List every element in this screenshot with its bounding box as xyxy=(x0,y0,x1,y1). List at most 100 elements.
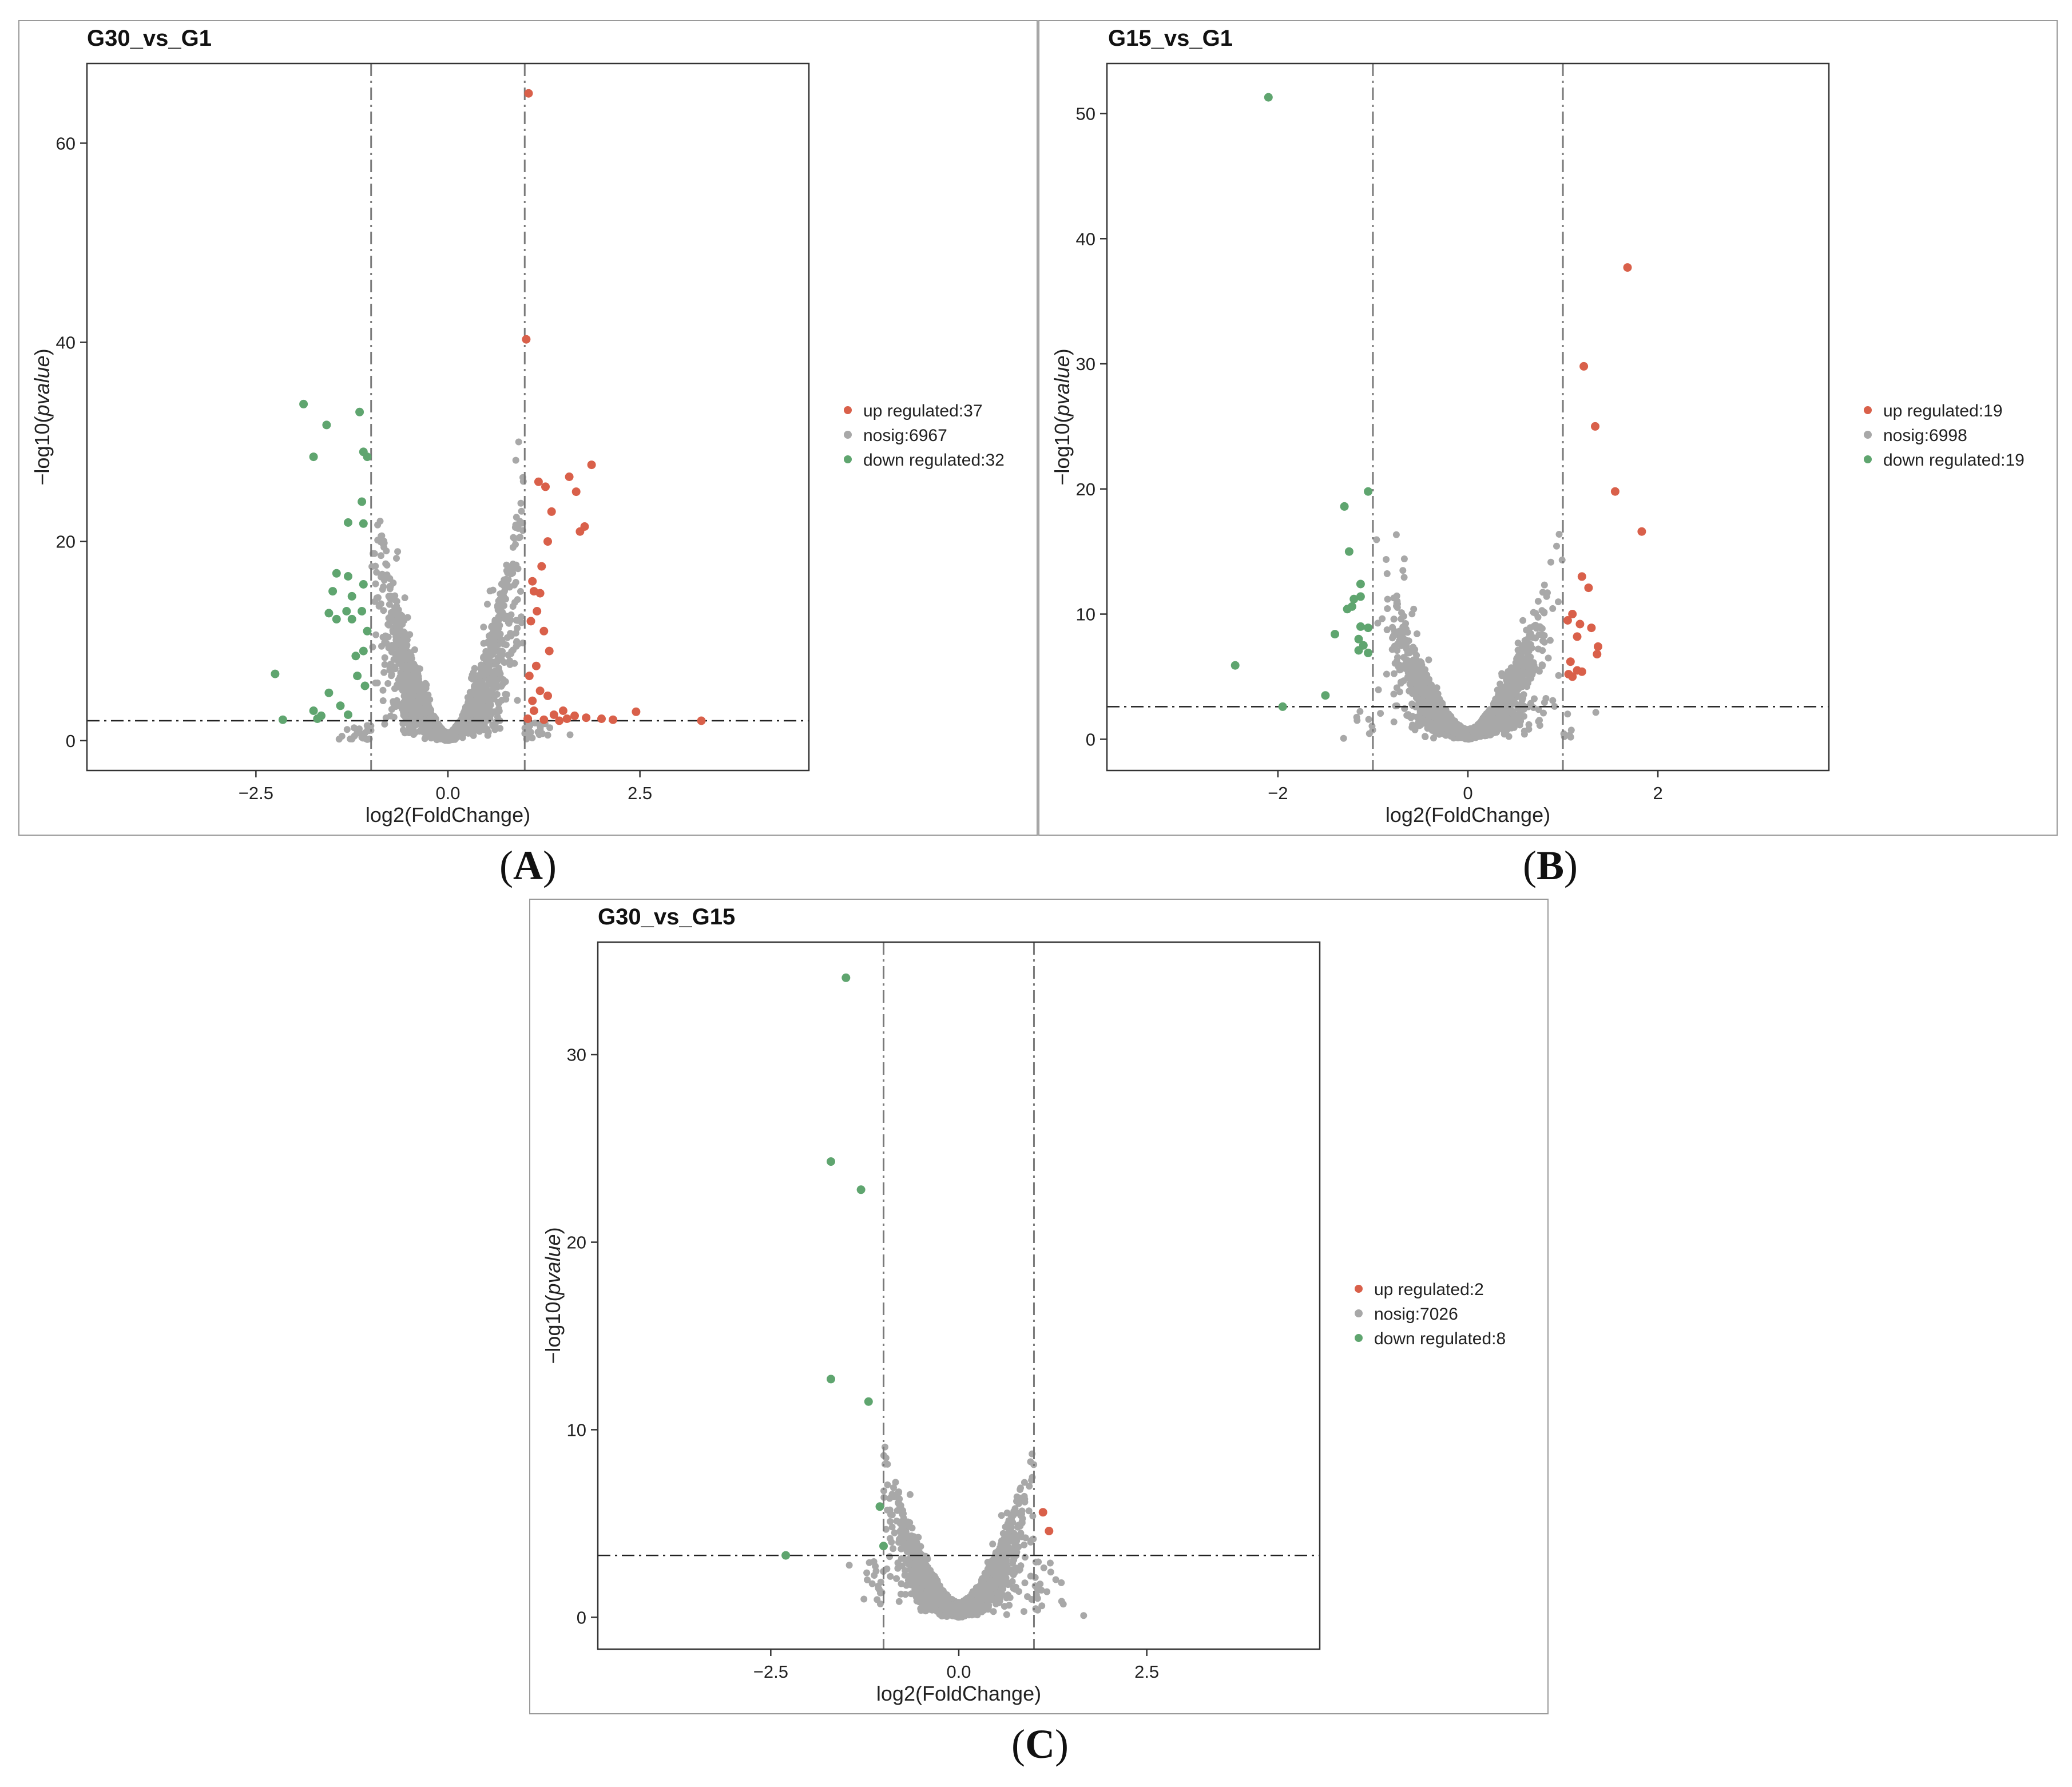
down-regulated-point xyxy=(336,701,345,710)
y-tick-label: 20 xyxy=(56,532,76,552)
nosig-point xyxy=(388,648,395,656)
nosig-point xyxy=(432,721,439,728)
nosig-point xyxy=(439,734,447,742)
up-regulated-point xyxy=(528,696,537,705)
nosig-point xyxy=(364,722,371,729)
nosig-point xyxy=(1553,542,1560,550)
nosig-point xyxy=(1414,630,1420,637)
nosig-point xyxy=(476,725,483,733)
down-regulated-point xyxy=(360,681,370,690)
nosig-point xyxy=(514,697,521,704)
nosig-point xyxy=(480,684,487,691)
up-regulated-point xyxy=(549,710,558,719)
up-regulated-point xyxy=(524,89,533,98)
down-regulated-point xyxy=(332,614,341,624)
nosig-point xyxy=(518,507,525,515)
nosig-point xyxy=(378,642,385,650)
nosig-point xyxy=(470,732,477,739)
nosig-point xyxy=(465,706,473,714)
nosig-point xyxy=(1407,714,1415,721)
nosig-point xyxy=(383,547,390,555)
up-regulated-point xyxy=(523,714,533,723)
nosig-point xyxy=(382,560,390,567)
nosig-point xyxy=(400,692,408,700)
nosig-point xyxy=(515,438,522,446)
nosig-point xyxy=(506,657,513,665)
nosig-point xyxy=(1505,733,1513,740)
nosig-point xyxy=(409,710,416,717)
nosig-point xyxy=(1530,704,1537,711)
nosig-point xyxy=(1534,598,1542,605)
down-regulated-point xyxy=(309,452,318,462)
nosig-point xyxy=(411,646,418,653)
nosig-point xyxy=(403,681,411,689)
nosig-point xyxy=(387,712,394,720)
nosig-point xyxy=(343,726,351,733)
nosig-point xyxy=(381,720,388,728)
nosig-point xyxy=(518,613,525,621)
up-regulated-point xyxy=(534,477,543,486)
nosig-point xyxy=(406,673,413,681)
nosig-point xyxy=(475,705,482,712)
nosig-point xyxy=(393,555,400,562)
nosig-point xyxy=(400,633,408,641)
down-regulated-point xyxy=(322,420,331,430)
nosig-point xyxy=(1523,683,1531,690)
nosig-point xyxy=(500,592,507,599)
panel-b-frame: G15_vs_G1 −2 0 2 0 10 20 30 40 50 log2(FoldChange… xyxy=(1038,20,2058,836)
nosig-point xyxy=(422,680,429,687)
x-axis-label: log2(FoldChange) xyxy=(366,803,530,827)
nosig-point xyxy=(1400,555,1408,562)
nosig-point xyxy=(1538,625,1546,632)
nosig-point xyxy=(377,600,384,607)
x-tick-label: 2.5 xyxy=(628,783,652,803)
nosig-point xyxy=(1340,734,1347,742)
up-regulated-point xyxy=(531,661,541,670)
up-regulated-point xyxy=(529,706,538,715)
nosig-point xyxy=(407,660,415,667)
nosig-point xyxy=(403,653,410,660)
up-regulated-point xyxy=(547,507,556,516)
nosig-point xyxy=(1524,642,1531,650)
nosig-point xyxy=(394,638,402,646)
panel-a-caption-letter: A xyxy=(513,843,543,888)
nosig-point xyxy=(517,587,524,595)
nosig-point xyxy=(381,654,388,661)
legend-label-down: down regulated:32 xyxy=(863,451,1005,470)
nosig-point xyxy=(1564,710,1571,718)
down-regulated-point xyxy=(351,652,360,661)
nosig-point xyxy=(475,682,482,690)
nosig-point xyxy=(1498,672,1506,680)
down-regulated-point xyxy=(271,669,280,678)
nosig-point xyxy=(371,598,379,605)
nosig-point xyxy=(1555,531,1563,538)
up-regulated-point xyxy=(580,522,589,531)
nosig-point xyxy=(351,724,358,732)
nosig-point xyxy=(546,724,554,732)
legend-label-up: up regulated:37 xyxy=(863,402,983,420)
nosig-point xyxy=(502,577,509,585)
nosig-point xyxy=(1394,647,1401,654)
nosig-point xyxy=(1390,718,1398,725)
legend-marker-nosig xyxy=(844,431,852,439)
panel-a-caption-open: ( xyxy=(499,843,513,888)
nosig-point xyxy=(1519,617,1527,624)
nosig-point xyxy=(353,730,360,737)
nosig-point xyxy=(483,649,490,656)
panel-b-title: G15_vs_G1 xyxy=(1108,26,1233,51)
nosig-point xyxy=(390,656,398,663)
down-regulated-point xyxy=(299,399,308,408)
nosig-point xyxy=(403,706,410,714)
nosig-point xyxy=(513,514,520,521)
nosig-point xyxy=(418,694,426,701)
nosig-point xyxy=(479,666,486,673)
nosig-point xyxy=(372,580,379,587)
nosig-point xyxy=(476,673,483,680)
up-regulated-point xyxy=(632,707,641,716)
up-regulated-point xyxy=(541,482,550,491)
nosig-point xyxy=(391,604,398,611)
nosig-point xyxy=(1384,595,1391,603)
nosig-point xyxy=(1400,574,1408,581)
nosig-point xyxy=(380,583,387,590)
